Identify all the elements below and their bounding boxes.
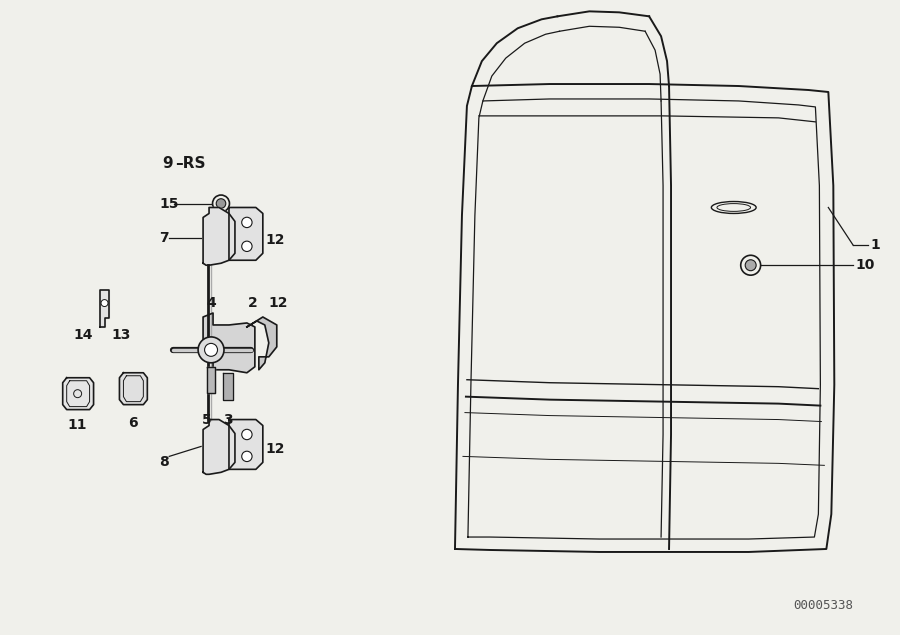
Polygon shape xyxy=(207,367,215,392)
Text: 7: 7 xyxy=(159,231,169,245)
Text: 9: 9 xyxy=(163,156,173,171)
Polygon shape xyxy=(203,420,235,474)
Polygon shape xyxy=(120,373,148,404)
Polygon shape xyxy=(203,313,255,373)
Text: 6: 6 xyxy=(129,415,139,429)
Text: –RS: –RS xyxy=(176,156,206,171)
Text: 15: 15 xyxy=(159,196,179,210)
Text: 4: 4 xyxy=(206,296,216,310)
Circle shape xyxy=(198,337,224,363)
Circle shape xyxy=(741,255,760,275)
Polygon shape xyxy=(223,373,233,399)
Text: 12: 12 xyxy=(269,296,288,310)
Polygon shape xyxy=(229,420,263,469)
Ellipse shape xyxy=(711,201,756,213)
Polygon shape xyxy=(63,378,94,410)
Circle shape xyxy=(242,451,252,462)
Circle shape xyxy=(242,217,252,227)
Ellipse shape xyxy=(717,204,751,211)
Text: 13: 13 xyxy=(112,328,130,342)
Polygon shape xyxy=(229,208,263,260)
Circle shape xyxy=(242,241,252,251)
Polygon shape xyxy=(247,317,277,370)
Text: 12: 12 xyxy=(266,233,285,248)
Text: 10: 10 xyxy=(855,258,875,272)
Text: 2: 2 xyxy=(248,296,257,310)
Text: 3: 3 xyxy=(223,413,233,427)
Text: 12: 12 xyxy=(266,443,285,457)
Circle shape xyxy=(216,199,226,208)
Text: 5: 5 xyxy=(202,413,211,427)
Circle shape xyxy=(204,344,218,356)
Circle shape xyxy=(242,429,252,439)
Text: 1: 1 xyxy=(870,238,880,252)
Text: 8: 8 xyxy=(159,455,169,469)
Text: 11: 11 xyxy=(68,418,87,432)
Text: 14: 14 xyxy=(74,328,94,342)
Circle shape xyxy=(745,260,756,271)
Polygon shape xyxy=(203,208,235,265)
Circle shape xyxy=(212,195,230,212)
Circle shape xyxy=(101,300,108,307)
Text: 00005338: 00005338 xyxy=(793,599,853,612)
Polygon shape xyxy=(100,290,109,327)
